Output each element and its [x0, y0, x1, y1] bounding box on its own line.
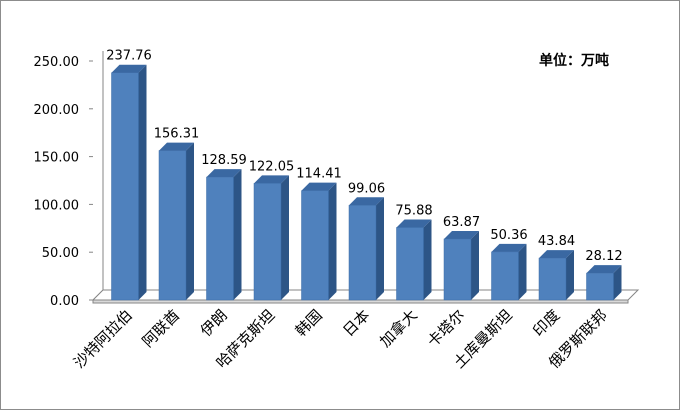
bar-top: [491, 243, 527, 252]
data-label: 114.41: [296, 167, 342, 182]
x-tick-label: 沙特阿拉伯: [70, 306, 136, 372]
bar-top: [206, 169, 242, 178]
y-tick-label: 100.00: [34, 198, 80, 213]
data-label: 128.59: [201, 153, 247, 168]
bar-top: [301, 182, 337, 191]
y-tick-label: 50.00: [42, 246, 79, 261]
bar-top: [539, 250, 574, 259]
data-label: 156.31: [154, 127, 200, 142]
y-tick-label: 0.00: [50, 294, 79, 309]
data-label: 63.87: [443, 215, 480, 230]
x-tick-label: 伊朗: [197, 306, 231, 340]
bar: [158, 150, 187, 301]
bar: [206, 176, 234, 301]
bar-top: [111, 64, 147, 73]
bar: [538, 257, 567, 301]
data-label: 28.12: [585, 249, 622, 264]
bar: [301, 190, 329, 301]
bar-side: [613, 265, 622, 300]
data-label: 43.84: [538, 234, 575, 249]
bar: [443, 238, 472, 301]
bar-top: [349, 197, 384, 206]
bar-top: [444, 230, 479, 239]
bar: [111, 72, 139, 301]
y-tick-label: 250.00: [34, 55, 80, 70]
bar: [396, 227, 424, 301]
y-tick-label: 150.00: [34, 151, 80, 166]
bar-side: [423, 219, 432, 300]
bar-side: [186, 142, 194, 300]
x-tick-label: 日本: [339, 306, 373, 340]
bar: [586, 272, 614, 301]
bar-side: [566, 250, 574, 300]
bar: [491, 251, 519, 301]
bar-side: [233, 169, 242, 300]
x-tick-label: 卡塔尔: [424, 306, 469, 351]
x-tick-label: 印度: [529, 306, 563, 340]
bar-side: [518, 243, 527, 300]
y-tick-label: 200.00: [34, 103, 80, 118]
data-label: 237.76: [106, 49, 152, 64]
x-tick-label: 加拿大: [376, 306, 421, 351]
bar-top: [254, 175, 289, 184]
data-label: 50.36: [490, 228, 527, 243]
bar-side: [281, 175, 289, 300]
bar-side: [138, 64, 147, 300]
data-label: 122.05: [249, 159, 295, 174]
chart-floor-edge: [92, 299, 629, 304]
bar-side: [328, 182, 337, 300]
bar: [253, 183, 282, 301]
bar-top: [396, 219, 432, 228]
x-tick-label: 阿联酋: [139, 306, 184, 351]
bar: [348, 205, 377, 301]
x-tick-label: 韩国: [292, 306, 326, 340]
bar-top: [586, 265, 622, 274]
bar-side: [471, 230, 479, 300]
bar-top: [159, 142, 194, 151]
bar-side: [376, 197, 384, 300]
data-label: 75.88: [395, 203, 432, 218]
unit-label: 单位：万吨: [539, 53, 609, 69]
data-label: 99.06: [348, 181, 385, 196]
